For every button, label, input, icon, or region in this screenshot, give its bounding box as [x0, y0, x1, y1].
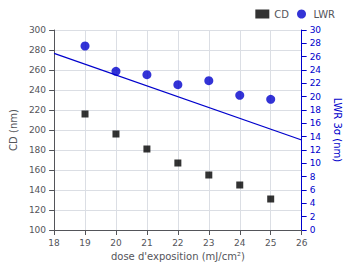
- svg-text:21: 21: [141, 238, 152, 248]
- svg-text:CD (nm): CD (nm): [8, 109, 19, 151]
- svg-text:18: 18: [310, 105, 322, 115]
- svg-text:19: 19: [79, 238, 91, 248]
- svg-text:300: 300: [29, 25, 46, 35]
- svg-text:LWR 3σ (nm): LWR 3σ (nm): [332, 98, 343, 163]
- svg-text:28: 28: [310, 38, 322, 48]
- svg-text:0: 0: [310, 225, 316, 235]
- svg-text:220: 220: [29, 105, 46, 115]
- svg-text:30: 30: [310, 25, 322, 35]
- svg-text:4: 4: [310, 198, 316, 208]
- svg-text:LWR: LWR: [314, 9, 336, 20]
- svg-text:18: 18: [48, 238, 60, 248]
- svg-text:140: 140: [29, 185, 46, 195]
- svg-text:24: 24: [234, 238, 246, 248]
- svg-text:26: 26: [310, 52, 322, 62]
- svg-text:25: 25: [265, 238, 276, 248]
- svg-text:100: 100: [29, 225, 46, 235]
- svg-text:180: 180: [29, 145, 46, 155]
- svg-text:8: 8: [310, 172, 316, 182]
- svg-text:6: 6: [310, 185, 316, 195]
- svg-text:12: 12: [310, 145, 321, 155]
- svg-text:14: 14: [310, 132, 322, 142]
- svg-text:26: 26: [296, 238, 308, 248]
- svg-text:160: 160: [29, 165, 46, 175]
- svg-text:240: 240: [29, 85, 46, 95]
- svg-text:260: 260: [29, 65, 46, 75]
- svg-text:23: 23: [203, 238, 214, 248]
- svg-text:16: 16: [310, 118, 322, 128]
- svg-text:22: 22: [310, 78, 321, 88]
- svg-text:280: 280: [29, 45, 46, 55]
- svg-text:200: 200: [29, 125, 46, 135]
- svg-text:20: 20: [310, 92, 322, 102]
- svg-text:20: 20: [110, 238, 122, 248]
- svg-text:2: 2: [310, 212, 316, 222]
- svg-text:24: 24: [310, 65, 322, 75]
- svg-text:22: 22: [172, 238, 183, 248]
- svg-text:120: 120: [29, 205, 46, 215]
- svg-text:10: 10: [310, 158, 322, 168]
- svg-text:dose d'exposition (mJ/cm²): dose d'exposition (mJ/cm²): [111, 251, 245, 262]
- svg-text:CD: CD: [274, 9, 289, 20]
